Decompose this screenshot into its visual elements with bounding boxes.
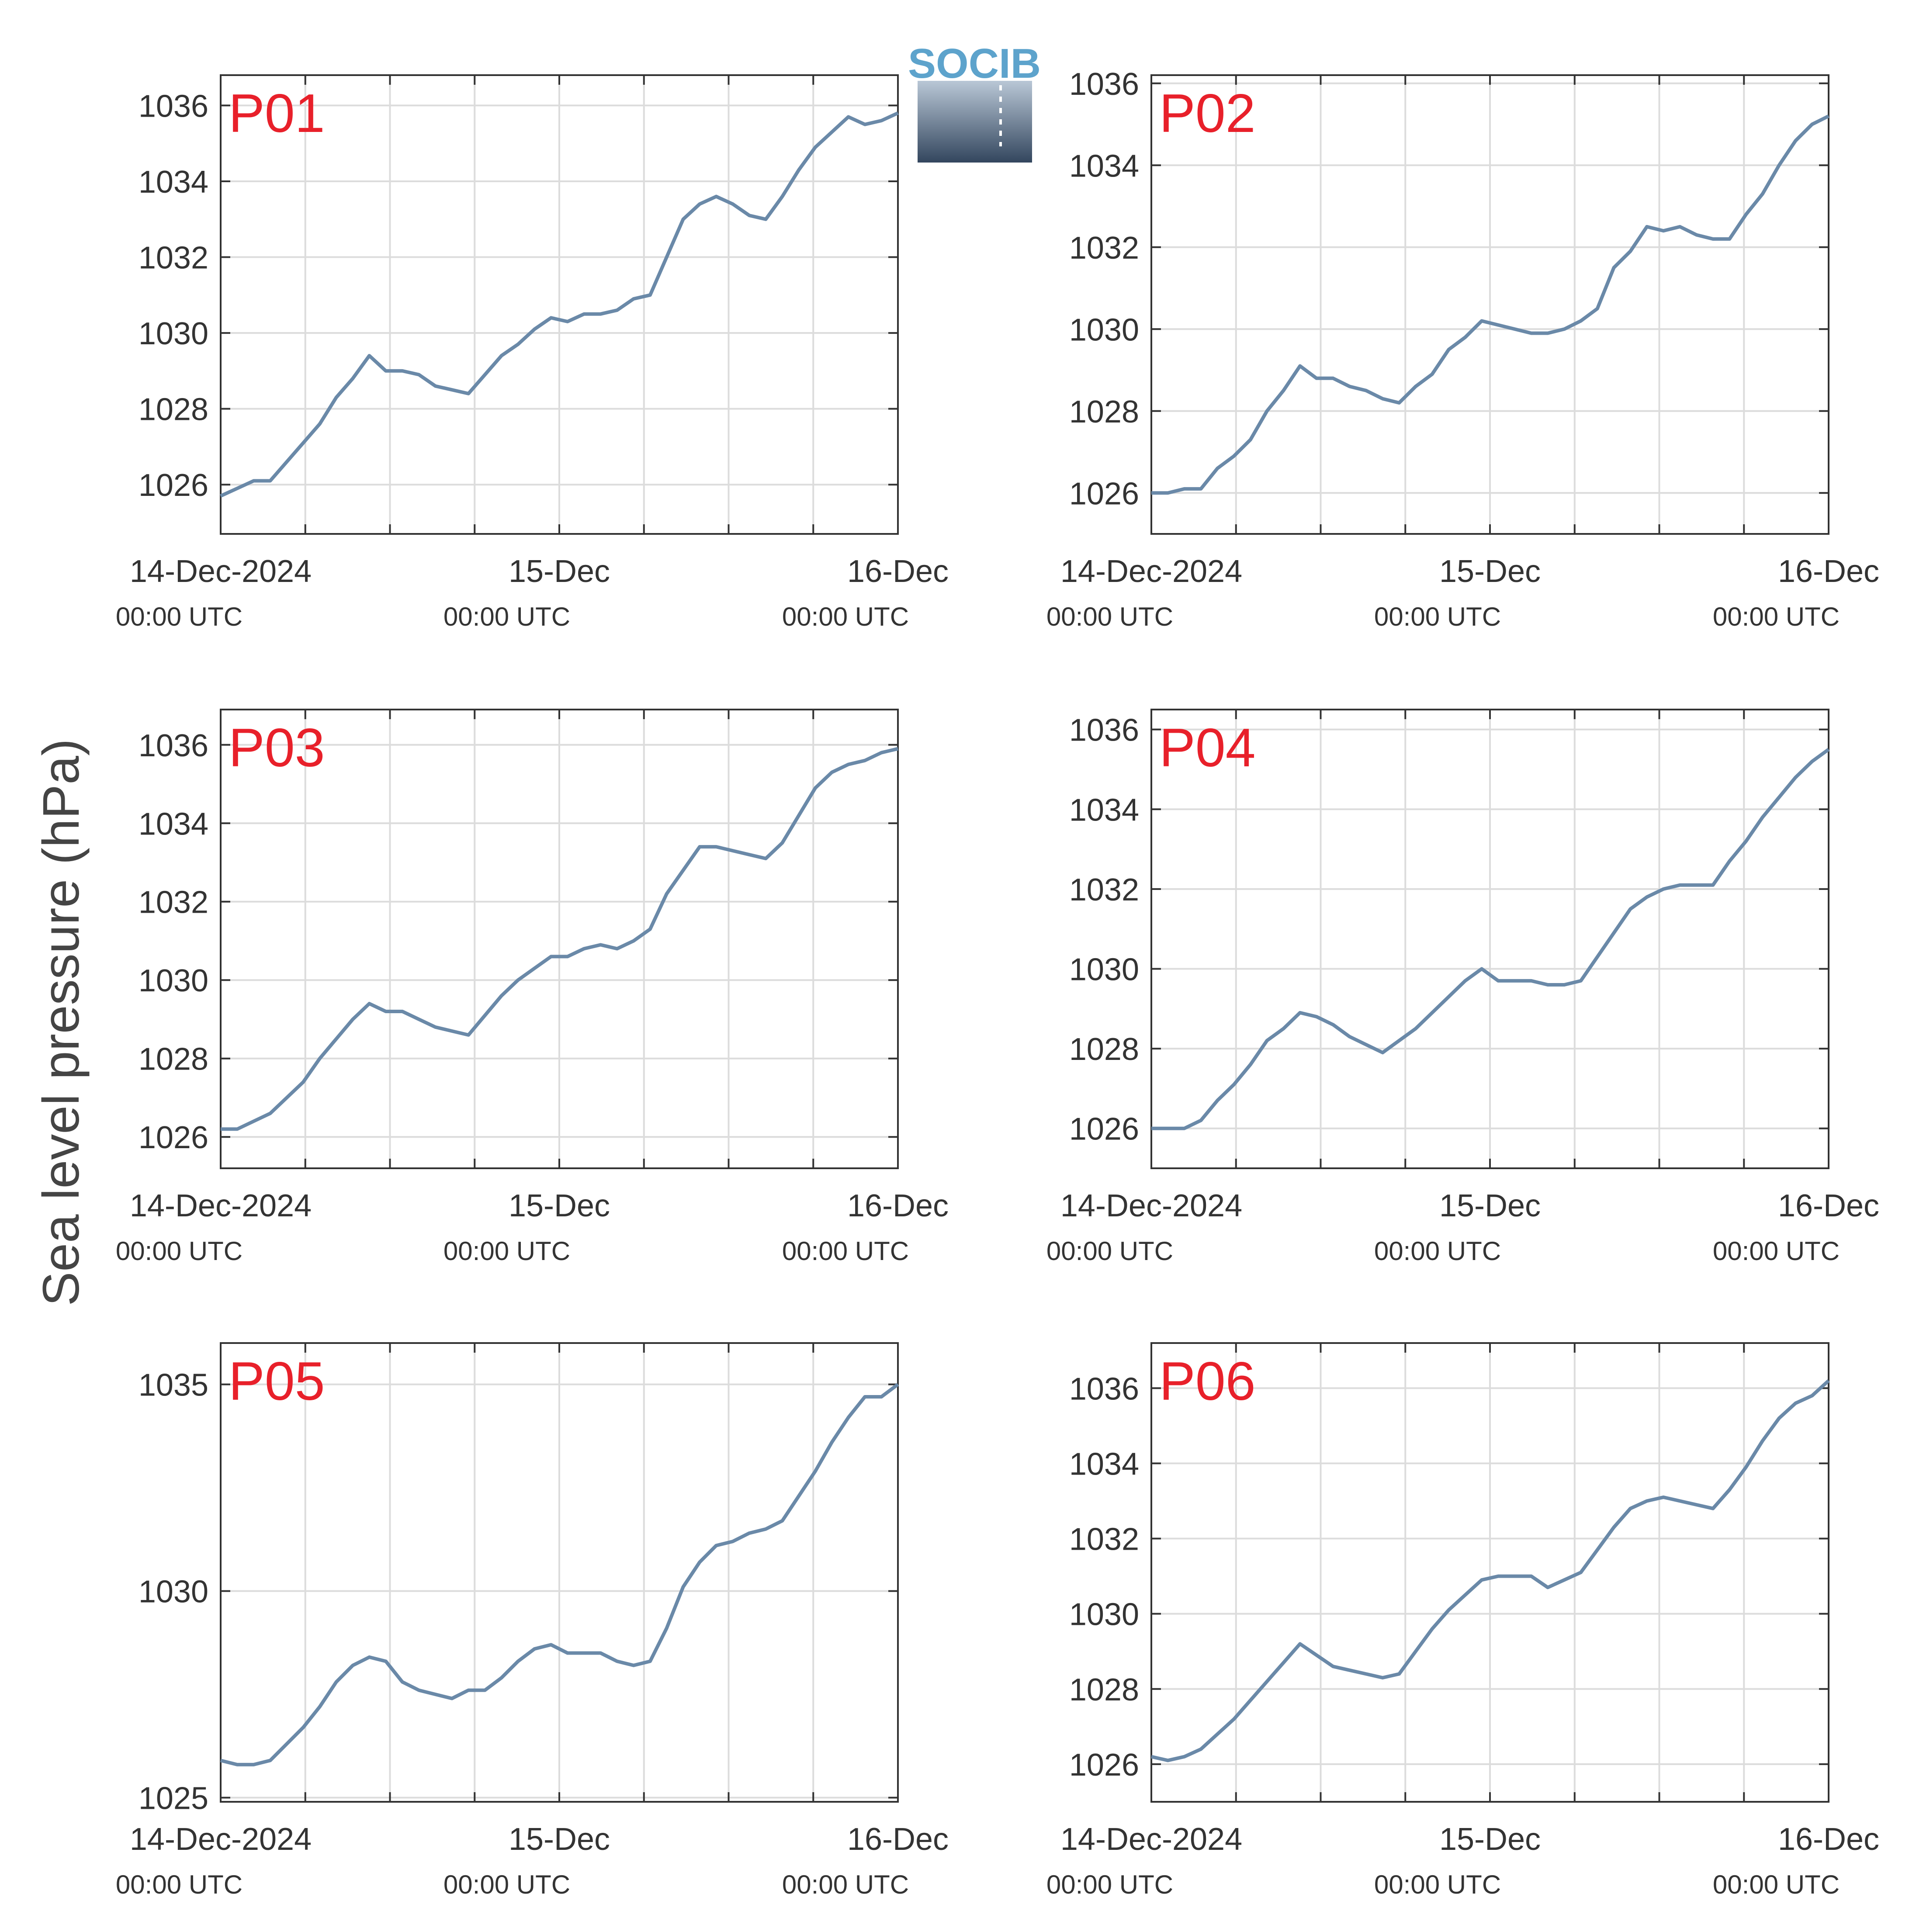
x-tick-date-label: 14-Dec-2024: [1060, 1188, 1242, 1223]
y-tick-label: 1028: [1069, 395, 1139, 429]
x-tick-date-label: 14-Dec-2024: [1060, 1822, 1242, 1857]
y-tick-label: 1032: [139, 885, 208, 920]
y-tick-label: 1026: [1069, 1112, 1139, 1147]
panel-p05: 1025 1030 1035 P05 14-Dec-2024 00:00 UTC 15-De…: [116, 1342, 949, 1899]
x-tick-time-label: 00:00 UTC: [116, 1870, 243, 1899]
y-tick-label: 1025: [139, 1781, 208, 1816]
y-tick-label: 1036: [1069, 1371, 1139, 1406]
x-tick-date-label: 15-Dec: [509, 554, 610, 589]
x-tick-date-label: 15-Dec: [1439, 1822, 1541, 1857]
axes-frame: [1150, 709, 1829, 1169]
y-tick-label: 1030: [139, 316, 208, 351]
x-tick-date-label: 16-Dec: [847, 1822, 949, 1857]
panel-p06: 1026 1028 1030 1032 1034 1036 P06 14-Dec-2024 00…: [1046, 1342, 1879, 1899]
y-tick-label: 1026: [139, 1120, 208, 1155]
y-tick-label: 1034: [1069, 1447, 1139, 1482]
series-line-p02: [1151, 114, 1829, 495]
series-line-p01: [220, 111, 899, 498]
y-tick-label: 1032: [1069, 231, 1139, 266]
x-tick-time-label: 00:00 UTC: [1713, 1236, 1840, 1266]
panel-label: P01: [229, 83, 325, 144]
x-tick-date-label: 15-Dec: [1439, 1188, 1541, 1223]
axes-frame: [1150, 74, 1829, 535]
x-tick-time-label: 00:00 UTC: [1374, 1236, 1501, 1266]
x-tick-time-label: 00:00 UTC: [1713, 1870, 1840, 1899]
y-tick-label: 1028: [1069, 1672, 1139, 1707]
x-tick-date-label: 14-Dec-2024: [1060, 554, 1242, 589]
y-tick-label: 1030: [1069, 312, 1139, 347]
x-tick-date-label: 14-Dec-2024: [130, 1188, 312, 1223]
y-tick-label: 1030: [139, 1575, 208, 1610]
y-tick-label: 1036: [1069, 713, 1139, 748]
y-axis-label: Sea level pressure (hPa): [32, 739, 90, 1306]
x-tick-time-label: 00:00 UTC: [1374, 602, 1501, 631]
x-tick-time-label: 00:00 UTC: [1046, 602, 1173, 631]
x-tick-date-label: 16-Dec: [847, 1188, 949, 1223]
y-tick-label: 1030: [139, 963, 208, 998]
y-tick-label: 1026: [139, 468, 208, 503]
x-tick-time-label: 00:00 UTC: [116, 602, 243, 631]
socib-logo-text: SOCIB: [908, 40, 1041, 87]
y-tick-label: 1035: [139, 1368, 208, 1403]
y-tick-label: 1032: [1069, 873, 1139, 907]
x-tick-date-label: 15-Dec: [509, 1822, 610, 1857]
x-tick-date-label: 16-Dec: [847, 554, 949, 589]
series-line-p04: [1151, 748, 1830, 1130]
x-tick-time-label: 00:00 UTC: [1713, 602, 1840, 631]
series-line-p05: [220, 1383, 899, 1766]
y-tick-label: 1034: [139, 807, 208, 841]
panel-p04: 1026 1028 1030 1032 1034 1036 P04 14-Dec-2024 00…: [1046, 709, 1879, 1266]
panel-p02: 1026 1028 1030 1032 1034 1036 P02 14-Dec-2024 00…: [1046, 67, 1879, 631]
x-tick-date-label: 15-Dec: [1439, 554, 1541, 589]
y-tick-label: 1030: [1069, 1597, 1139, 1632]
axes-frame: [220, 1342, 899, 1803]
y-tick-label: 1034: [1069, 793, 1139, 828]
axes-frame: [220, 74, 899, 535]
x-tick-date-label: 14-Dec-2024: [130, 1822, 312, 1857]
y-tick-label: 1036: [1069, 67, 1139, 102]
y-tick-label: 1036: [139, 89, 208, 124]
axes-frame: [1150, 1342, 1829, 1803]
panel-label: P02: [1159, 83, 1256, 144]
x-tick-date-label: 14-Dec-2024: [130, 554, 312, 589]
y-tick-label: 1028: [139, 1042, 208, 1077]
panel-label: P05: [229, 1351, 325, 1412]
y-tick-label: 1028: [1069, 1032, 1139, 1067]
x-tick-date-label: 16-Dec: [1778, 554, 1879, 589]
x-tick-time-label: 00:00 UTC: [443, 602, 570, 631]
panel-label: P04: [1159, 718, 1256, 778]
axes-frame: [220, 709, 899, 1169]
panel-p01: 1026 1028 1030 1032 1034 1036 P01 14-Dec-2024 00…: [116, 74, 949, 631]
x-tick-time-label: 00:00 UTC: [782, 602, 909, 631]
panel-p03: 1026 1028 1030 1032 1034 1036 P03 14-Dec-2024 00…: [116, 709, 949, 1266]
x-tick-time-label: 00:00 UTC: [443, 1870, 570, 1899]
x-tick-time-label: 00:00 UTC: [443, 1236, 570, 1266]
x-tick-time-label: 00:00 UTC: [782, 1870, 909, 1899]
y-tick-label: 1034: [139, 165, 208, 200]
socib-logo: SOCIB: [908, 40, 1041, 163]
x-tick-time-label: 00:00 UTC: [782, 1236, 909, 1266]
x-tick-time-label: 00:00 UTC: [1374, 1870, 1501, 1899]
series-line-p03: [221, 747, 898, 1131]
x-tick-date-label: 16-Dec: [1778, 1822, 1879, 1857]
x-tick-date-label: 15-Dec: [509, 1188, 610, 1223]
x-tick-time-label: 00:00 UTC: [1046, 1870, 1173, 1899]
y-tick-label: 1026: [1069, 1748, 1139, 1783]
panels-container: 1026 1028 1030 1032 1034 1036 P01 14-Dec-2024 00…: [116, 67, 1879, 1899]
series-line-p06: [1151, 1379, 1830, 1762]
y-tick-label: 1032: [139, 241, 208, 276]
y-tick-label: 1036: [139, 728, 208, 763]
y-tick-label: 1026: [1069, 476, 1139, 511]
x-tick-time-label: 00:00 UTC: [1046, 1236, 1173, 1266]
y-tick-label: 1034: [1069, 149, 1139, 184]
x-tick-date-label: 16-Dec: [1778, 1188, 1879, 1223]
panel-label: P06: [1159, 1351, 1256, 1412]
x-tick-time-label: 00:00 UTC: [116, 1236, 243, 1266]
y-tick-label: 1032: [1069, 1522, 1139, 1557]
panel-label: P03: [229, 718, 325, 778]
y-tick-label: 1028: [139, 392, 208, 427]
y-tick-label: 1030: [1069, 952, 1139, 987]
